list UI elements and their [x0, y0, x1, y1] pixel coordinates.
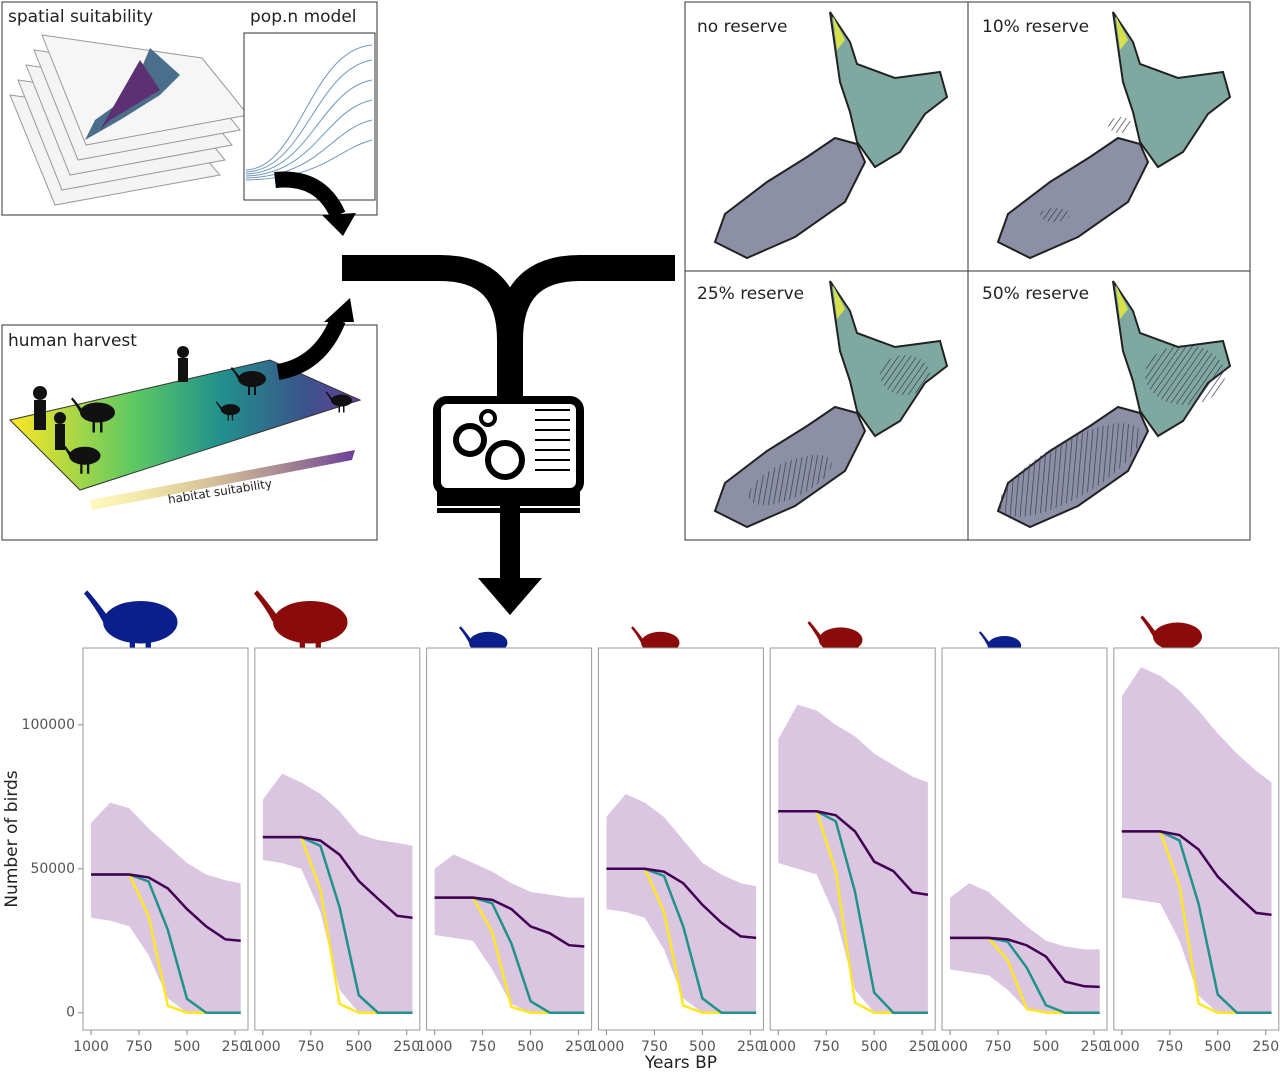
reserve-area	[999, 423, 1141, 517]
series-line	[262, 835, 413, 919]
map-label: no reserve	[697, 17, 787, 37]
x-tick-label: 750	[813, 1039, 840, 1055]
x-tick-label: 1000	[417, 1039, 453, 1055]
x-tick-label: 1000	[245, 1039, 281, 1055]
map-label: 10% reserve	[982, 17, 1089, 37]
x-tick-label: 250	[565, 1039, 592, 1055]
x-tick-label: 750	[126, 1039, 153, 1055]
uncertainty-band	[91, 802, 241, 1013]
silhouettes	[33, 346, 352, 474]
y-tick-label: 100000	[22, 717, 75, 733]
x-tick-label: 750	[469, 1039, 496, 1055]
x-tick-label: 500	[689, 1039, 716, 1055]
map-stack	[9, 34, 249, 206]
computer-icon	[433, 396, 584, 513]
uncertainty-band	[1121, 667, 1272, 1013]
series-line	[950, 936, 1100, 989]
y-tick-label: 0	[66, 1005, 75, 1021]
x-tick-label: 500	[861, 1039, 888, 1055]
x-tick-label: 500	[1204, 1039, 1231, 1055]
reserve-area	[1108, 117, 1132, 133]
reserve-area	[1145, 345, 1225, 405]
x-tick-label: 1000	[589, 1039, 625, 1055]
y-axis-label: Number of birds	[2, 770, 22, 907]
x-tick-label: 750	[297, 1039, 324, 1055]
x-tick-label: 750	[985, 1039, 1012, 1055]
x-tick-label: 500	[174, 1039, 201, 1055]
series-line	[606, 867, 757, 940]
x-tick-label: 250	[909, 1039, 936, 1055]
x-tick-label: 500	[1033, 1039, 1060, 1055]
map-label: 25% reserve	[697, 284, 804, 304]
gradient-bar	[90, 450, 355, 510]
x-tick-label: 250	[222, 1039, 249, 1055]
reserve-area	[880, 355, 930, 395]
x-tick-label: 750	[641, 1039, 668, 1055]
sim-curves	[245, 44, 373, 181]
x-tick-label: 1000	[73, 1039, 109, 1055]
series-line	[778, 809, 929, 896]
series-line	[91, 873, 241, 943]
x-tick-label: 500	[517, 1039, 544, 1055]
x-axis-label: Years BP	[644, 1053, 717, 1073]
uncertainty-band	[950, 883, 1100, 1013]
x-tick-label: 750	[1156, 1039, 1183, 1055]
map-label: 50% reserve	[982, 284, 1089, 304]
x-tick-label: 500	[345, 1039, 372, 1055]
uncertainty-band	[606, 793, 757, 1013]
series-line	[434, 896, 585, 948]
uncertainty-band	[778, 704, 928, 1013]
reserve-area	[1040, 208, 1070, 222]
x-tick-label: 1000	[1104, 1039, 1140, 1055]
y-tick-label: 50000	[30, 861, 75, 877]
x-tick-label: 1000	[932, 1039, 968, 1055]
x-tick-label: 250	[393, 1039, 420, 1055]
subpanel-frame	[243, 32, 376, 201]
panel-label: spatial suitability	[8, 7, 153, 27]
series-line	[1121, 830, 1272, 917]
x-tick-label: 1000	[760, 1039, 796, 1055]
x-tick-label: 250	[737, 1039, 764, 1055]
panel-label: pop.n model	[250, 7, 357, 27]
x-tick-label: 250	[1081, 1039, 1108, 1055]
uncertainty-band	[262, 773, 413, 1013]
reserve-area	[748, 454, 832, 506]
x-tick-label: 250	[1252, 1039, 1279, 1055]
uncertainty-band	[434, 854, 585, 1013]
flow-arrows	[274, 171, 675, 615]
panel-label: human harvest	[8, 331, 137, 351]
